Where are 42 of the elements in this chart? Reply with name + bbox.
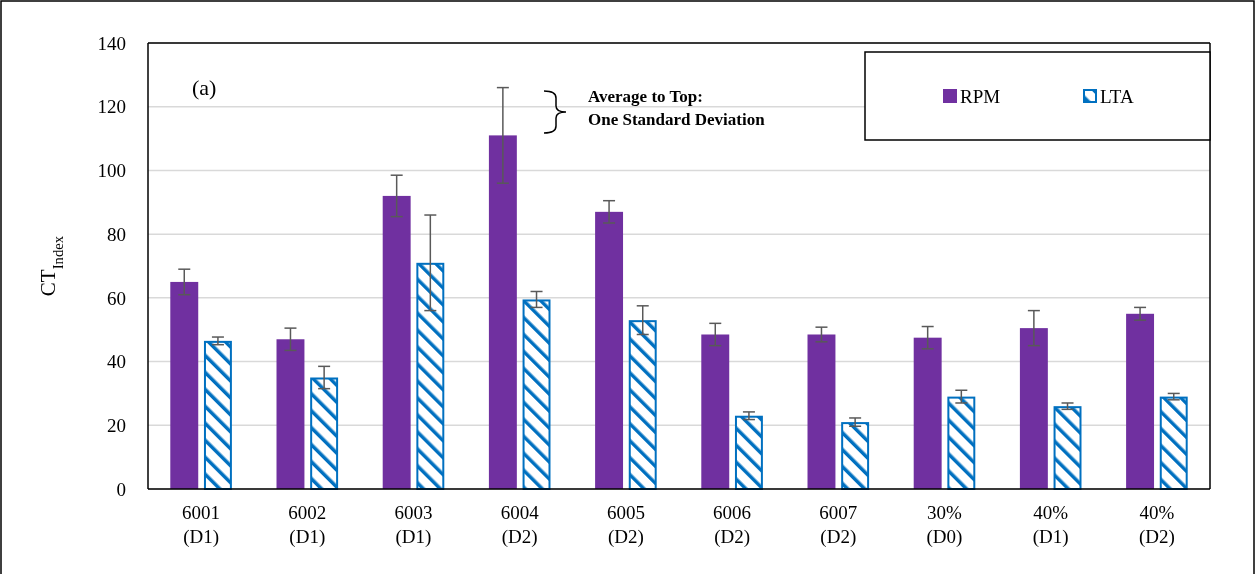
bar xyxy=(1053,406,1082,490)
x-tick-label: 6004 (D2) xyxy=(500,502,540,548)
annotation: (a) xyxy=(192,75,217,100)
x-tick-label: 40% (D1) xyxy=(1032,502,1069,548)
bar xyxy=(701,334,730,489)
bar xyxy=(913,337,942,489)
bar xyxy=(416,262,445,490)
bar xyxy=(170,281,199,489)
x-tick-label: 30% (D0) xyxy=(926,502,963,548)
bar xyxy=(734,415,763,490)
legend-label: RPM xyxy=(960,85,1001,107)
x-tick-label: 6002 (D1) xyxy=(288,502,327,548)
bar xyxy=(595,211,624,489)
annotation: Average to Top: One Standard Deviation xyxy=(588,87,766,129)
y-tick-label: 40 xyxy=(107,351,126,373)
x-tick-label: 40% (D2) xyxy=(1138,502,1175,548)
bar xyxy=(1126,313,1155,489)
x-tick-label: 6005 (D2) xyxy=(606,502,645,548)
y-tick-label: 20 xyxy=(107,414,126,436)
x-tick-label: 6007 (D2) xyxy=(819,502,858,548)
y-tick-label: 60 xyxy=(107,287,126,309)
x-tick-label: 6001 (D1) xyxy=(182,502,221,548)
bar xyxy=(310,377,339,490)
bar xyxy=(382,195,411,489)
y-tick-label: 120 xyxy=(97,96,126,118)
y-tick-label: 140 xyxy=(97,32,126,54)
bar xyxy=(628,320,657,490)
bar xyxy=(203,340,232,490)
bar xyxy=(947,396,976,490)
bar xyxy=(841,422,870,490)
y-tick-label: 0 xyxy=(116,478,126,500)
y-tick-label: 80 xyxy=(107,223,126,245)
x-tick-label: 6006 (D2) xyxy=(713,502,752,548)
legend-label: LTA xyxy=(1100,85,1134,107)
y-tick-label: 100 xyxy=(97,160,126,182)
bar xyxy=(1019,328,1048,489)
x-tick-label: 6003 (D1) xyxy=(394,502,433,548)
bar xyxy=(276,339,305,489)
bar xyxy=(1159,396,1188,490)
bar xyxy=(522,299,551,490)
bar xyxy=(807,334,836,489)
bar xyxy=(488,135,517,489)
